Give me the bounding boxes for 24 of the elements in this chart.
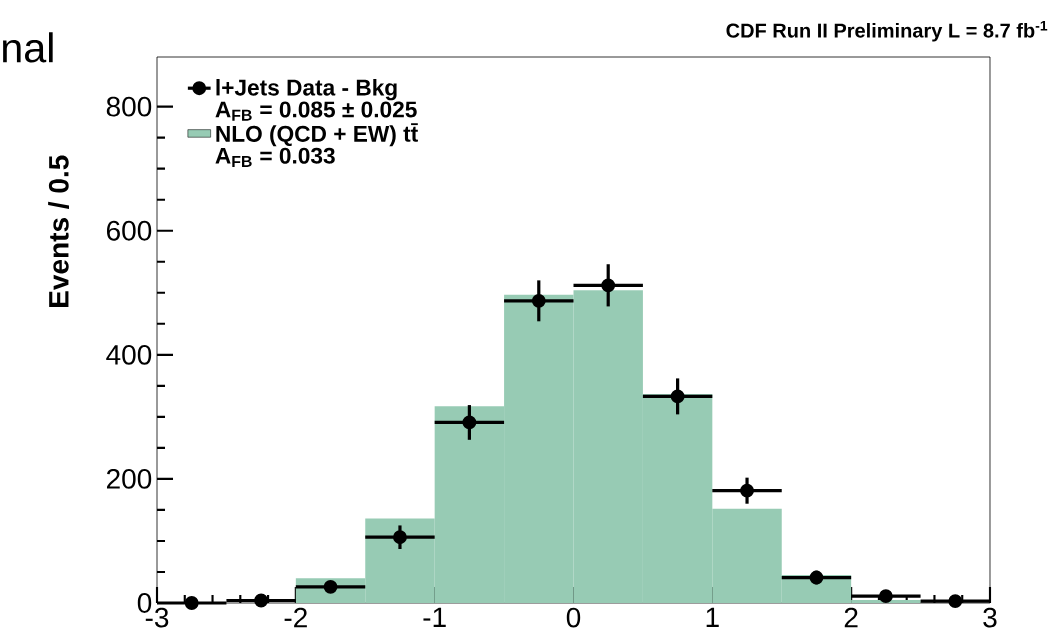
point: [740, 483, 754, 498]
point: [323, 579, 338, 594]
x-tick-label: 3: [983, 607, 997, 628]
chart-title: CDF Run II Preliminary L = 8.7 fb$^{-1}$: [726, 20, 1048, 42]
point: [601, 278, 616, 293]
point: [393, 530, 407, 545]
y-axis-title: Events / 0.5: [48, 155, 69, 307]
y-tick-label: 200: [106, 468, 152, 489]
text: nal: [3, 32, 53, 63]
x-tick-label: 2: [844, 607, 858, 628]
x-tick-label: 1: [706, 607, 719, 627]
annotation: A$_{FB}$ = 0.085 ± 0.025: [215, 101, 417, 121]
y-tick-label: 600: [107, 220, 152, 241]
y-tick-label: 400: [106, 344, 152, 365]
x-tick-label: -1: [423, 607, 446, 627]
x-tick-label: 0: [566, 607, 581, 628]
point: [531, 293, 546, 308]
point: [670, 389, 685, 404]
legend-label: NLO (QCD + EW) tt̄: [216, 123, 418, 147]
annotation: A$_{FB}$ = 0.033: [215, 147, 335, 167]
x-tick-label: -2: [284, 607, 307, 628]
point: [462, 415, 477, 430]
y-tick-label: 800: [106, 96, 152, 117]
legend-label: l+Jets Data - Bkg: [216, 78, 397, 101]
